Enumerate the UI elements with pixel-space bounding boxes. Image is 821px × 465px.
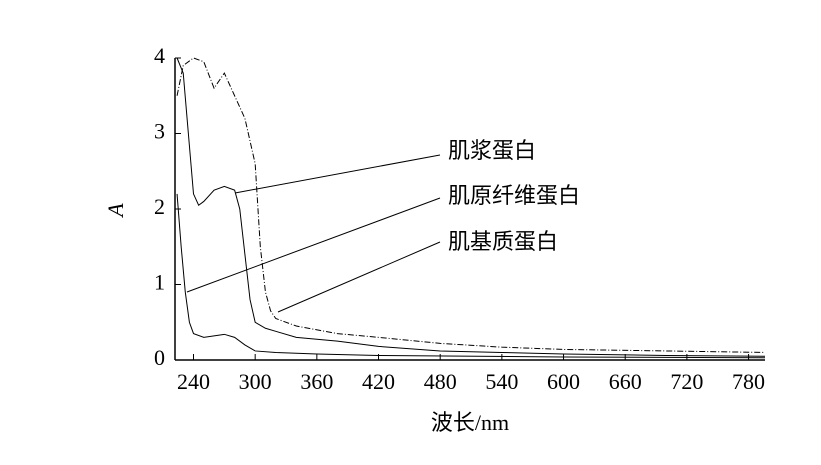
y-tick-label: 4: [154, 43, 165, 68]
leader-line: [234, 154, 441, 194]
x-tick-label: 540: [485, 369, 518, 394]
x-tick-label: 240: [177, 369, 210, 394]
x-tick-label: 600: [547, 369, 580, 394]
x-tick-label: 780: [732, 369, 765, 394]
y-tick-label: 3: [154, 119, 165, 144]
y-tick-label: 2: [154, 194, 165, 219]
x-tick-label: 660: [609, 369, 642, 394]
data-line: [176, 193, 766, 359]
leader-line: [277, 241, 441, 313]
x-tick-label: 300: [239, 369, 272, 394]
series-label: 肌浆蛋白: [448, 138, 536, 163]
y-axis-label: A: [103, 203, 128, 219]
data-line: [176, 57, 766, 353]
x-tick-label: 360: [300, 369, 333, 394]
leader-line: [186, 197, 441, 293]
y-tick-label: 0: [154, 345, 165, 370]
series-label: 肌原纤维蛋白: [448, 183, 580, 208]
x-axis-label: 波长/nm: [431, 410, 509, 435]
x-tick-label: 720: [670, 369, 703, 394]
x-tick-label: 480: [424, 369, 457, 394]
y-tick-label: 1: [154, 270, 165, 295]
x-tick-label: 420: [362, 369, 395, 394]
data-line: [176, 57, 766, 357]
series-label: 肌基质蛋白: [448, 229, 558, 254]
